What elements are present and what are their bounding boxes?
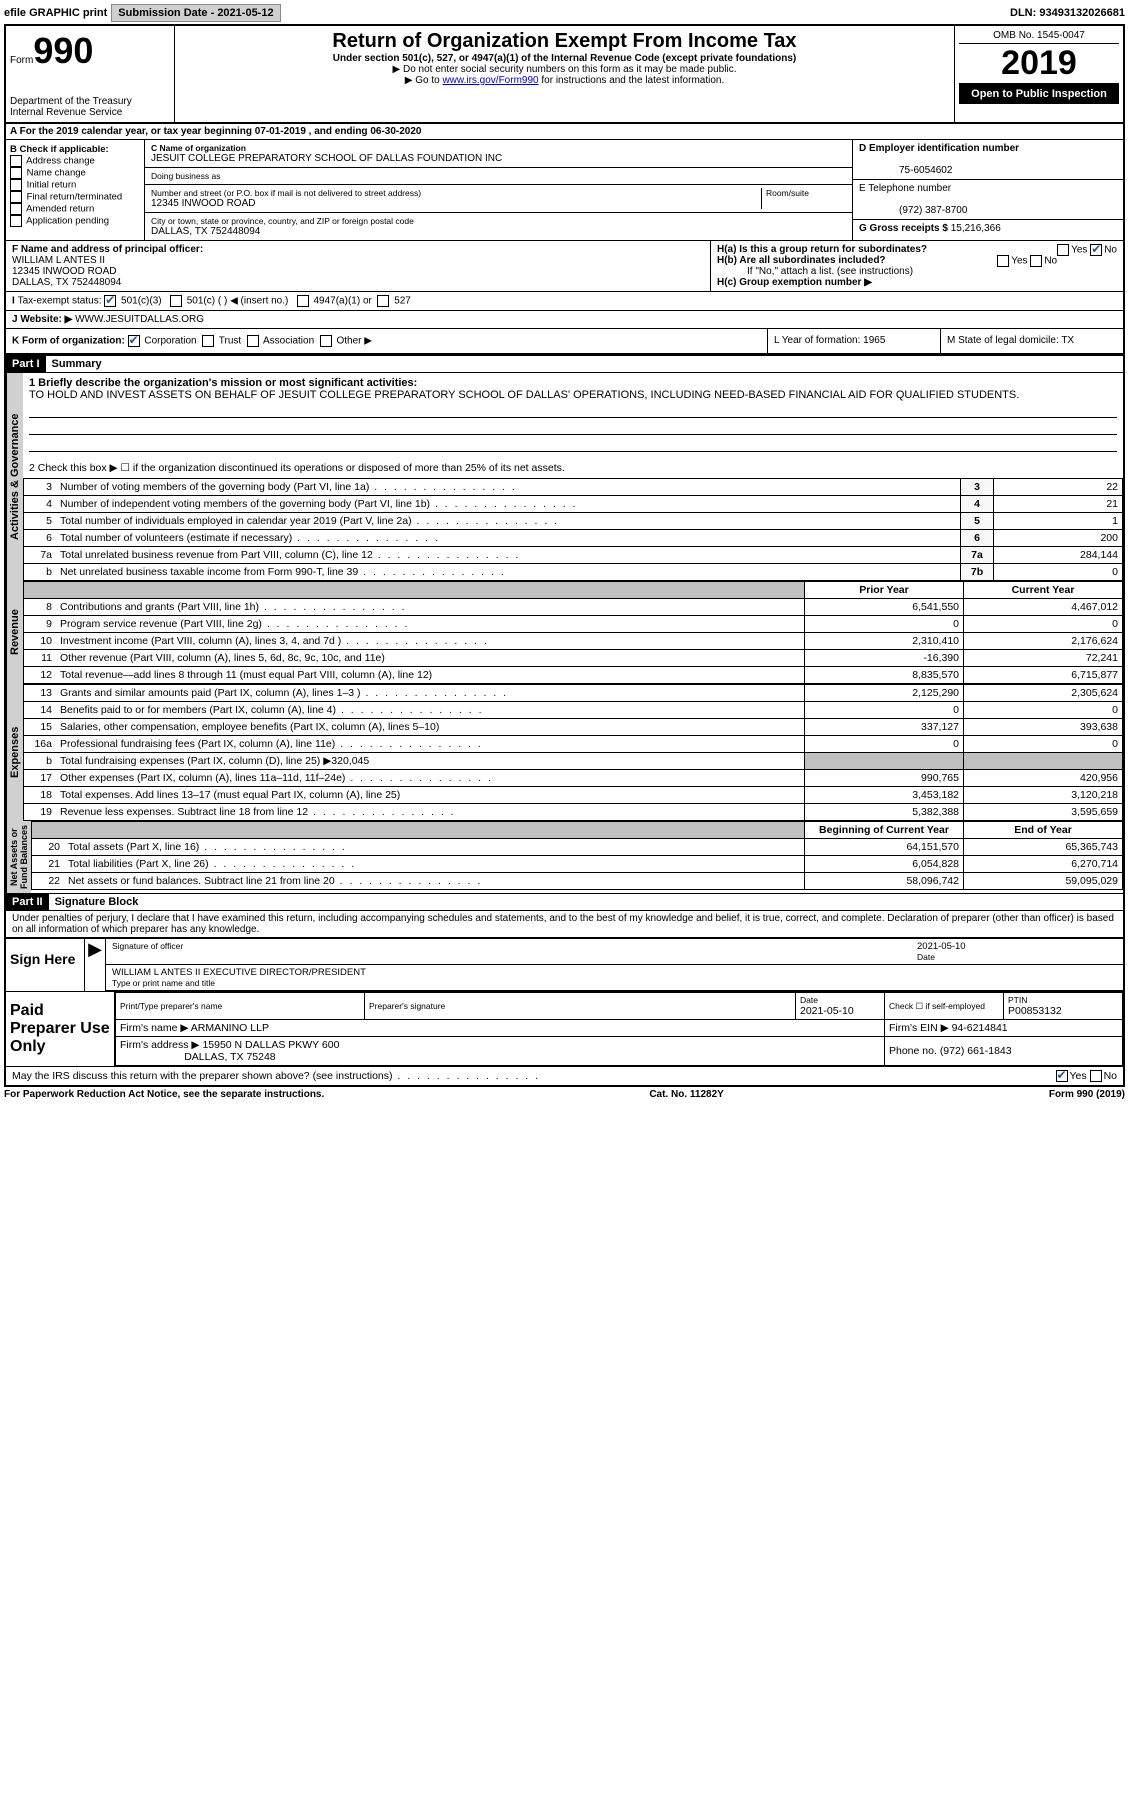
part2-title: Signature Block (49, 896, 139, 908)
sign-arrow-icon: ▶ (85, 939, 106, 991)
checkbox-final-return[interactable] (10, 191, 22, 203)
checkbox-pending[interactable] (10, 215, 22, 227)
mission-text: TO HOLD AND INVEST ASSETS ON BEHALF OF J… (29, 389, 1019, 401)
vtab-netassets: Net Assets orFund Balances (6, 821, 31, 893)
vtab-expenses: Expenses (6, 684, 23, 821)
part1-title: Summary (46, 358, 102, 370)
form-title: Return of Organization Exempt From Incom… (179, 30, 950, 53)
ein: 75-6054602 (859, 165, 952, 176)
footer-mid: Cat. No. 11282Y (649, 1089, 723, 1100)
footer-left: For Paperwork Reduction Act Notice, see … (4, 1089, 324, 1100)
subtitle-1: Under section 501(c), 527, or 4947(a)(1)… (179, 53, 950, 64)
firm-ein: 94-6214841 (952, 1022, 1008, 1034)
dept-label: Department of the Treasury Internal Reve… (10, 96, 170, 118)
vtab-governance: Activities & Governance (6, 373, 23, 581)
state-domicile: M State of legal domicile: TX (940, 329, 1123, 353)
cb-527[interactable] (377, 295, 389, 307)
part2-header: Part II (6, 894, 49, 910)
cb-other[interactable] (320, 335, 332, 347)
footer-right: Form 990 (2019) (1049, 1089, 1125, 1100)
year-formation: L Year of formation: 1965 (767, 329, 940, 353)
penalty-text: Under penalties of perjury, I declare th… (6, 911, 1123, 937)
revenue-table: Prior YearCurrent Year 8Contributions an… (23, 581, 1123, 684)
subtitle-3: ▶ Go to www.irs.gov/Form990 for instruct… (179, 75, 950, 86)
form-word: Form (10, 55, 33, 66)
submission-date-btn[interactable]: Submission Date - 2021-05-12 (111, 4, 280, 22)
header-center: Return of Organization Exempt From Incom… (175, 26, 954, 122)
discuss-text: May the IRS discuss this return with the… (12, 1070, 1056, 1082)
irs-link[interactable]: www.irs.gov/Form990 (442, 75, 538, 86)
vtab-revenue: Revenue (6, 581, 23, 684)
efile-label: efile GRAPHIC print (4, 7, 107, 19)
netassets-table: Beginning of Current YearEnd of Year 20T… (31, 821, 1123, 890)
line2: 2 Check this box ▶ ☐ if the organization… (23, 458, 1123, 478)
header-left: Form990 Department of the Treasury Inter… (6, 26, 175, 122)
open-inspection: Open to Public Inspection (959, 84, 1119, 104)
dln-label: DLN: 93493132026681 (1010, 7, 1125, 19)
cb-4947[interactable] (297, 295, 309, 307)
website: WWW.JESUITDALLAS.ORG (75, 314, 204, 325)
checkbox-amended[interactable] (10, 203, 22, 215)
officer-print-name: WILLIAM L ANTES II EXECUTIVE DIRECTOR/PR… (112, 967, 366, 978)
cb-501c3[interactable] (104, 295, 116, 307)
subtitle-2: ▶ Do not enter social security numbers o… (179, 64, 950, 75)
officer-name: WILLIAM L ANTES II (12, 255, 105, 266)
part1-header: Part I (6, 356, 46, 372)
cb-assoc[interactable] (247, 335, 259, 347)
checkbox-initial-return[interactable] (10, 179, 22, 191)
checkbox-name-change[interactable] (10, 167, 22, 179)
phone: (972) 387-8700 (859, 205, 967, 216)
org-name: JESUIT COLLEGE PREPARATORY SCHOOL OF DAL… (151, 153, 502, 164)
box-b: B Check if applicable: Address change Na… (6, 140, 145, 240)
gross-receipts: 15,216,366 (951, 223, 1001, 234)
discuss-yes[interactable] (1056, 1070, 1068, 1082)
checkbox-address-change[interactable] (10, 155, 22, 167)
omb-label: OMB No. 1545-0047 (959, 30, 1119, 44)
row-a: A For the 2019 calendar year, or tax yea… (6, 124, 1123, 140)
tax-year: 2019 (959, 44, 1119, 84)
sign-here-label: Sign Here (6, 939, 85, 991)
cb-trust[interactable] (202, 335, 214, 347)
cb-501c[interactable] (170, 295, 182, 307)
preparer-phone: (972) 661-1843 (940, 1045, 1012, 1057)
ptin: P00853132 (1008, 1005, 1062, 1017)
hb-yes[interactable] (997, 255, 1009, 267)
form-number: 990 (33, 30, 93, 71)
hb-no[interactable] (1030, 255, 1042, 267)
cb-corp[interactable] (128, 335, 140, 347)
org-city: DALLAS, TX 752448094 (151, 226, 260, 237)
expenses-table: 13Grants and similar amounts paid (Part … (23, 684, 1123, 821)
ha-yes[interactable] (1057, 244, 1069, 256)
paid-preparer-label: Paid Preparer Use Only (6, 992, 115, 1066)
firm-name: ARMANINO LLP (191, 1022, 269, 1034)
org-address: 12345 INWOOD ROAD (151, 198, 255, 209)
header-right: OMB No. 1545-0047 2019 Open to Public In… (954, 26, 1123, 122)
discuss-no[interactable] (1090, 1070, 1102, 1082)
ha-no[interactable] (1090, 244, 1102, 256)
governance-table: 3Number of voting members of the governi… (23, 478, 1123, 581)
